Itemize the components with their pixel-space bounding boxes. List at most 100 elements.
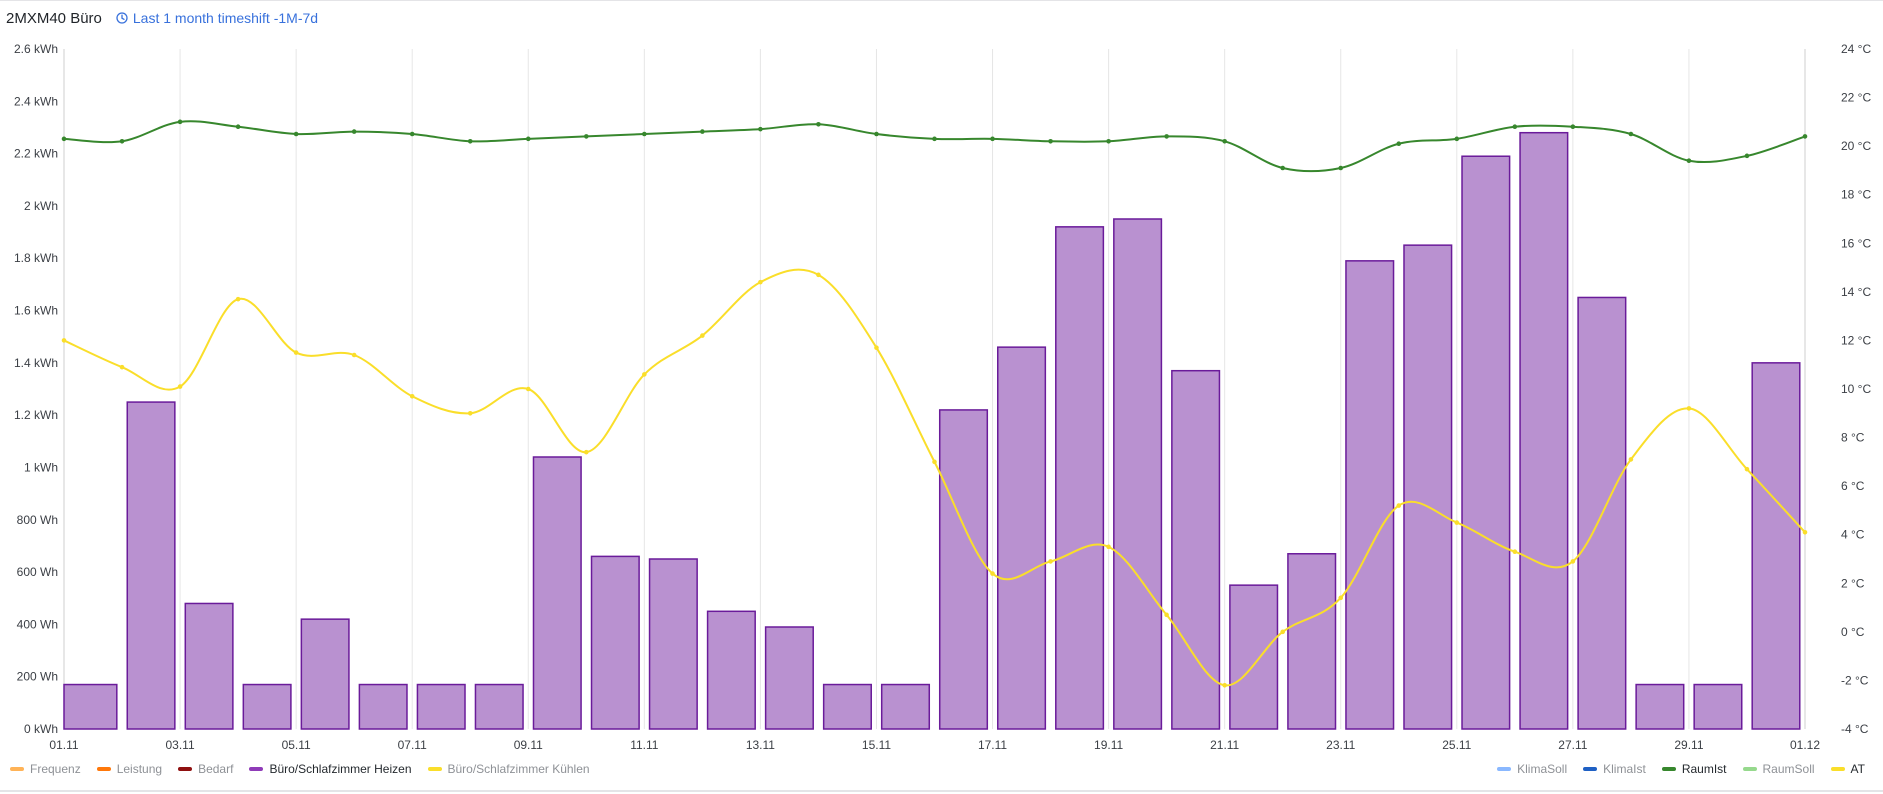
bar-heizen[interactable] — [1287, 553, 1337, 730]
point-raumist[interactable] — [1628, 131, 1634, 137]
point-at[interactable] — [1628, 457, 1634, 462]
point-raumist[interactable] — [1164, 134, 1169, 139]
legend-item[interactable]: KlimaIst — [1583, 762, 1646, 776]
bar-heizen[interactable] — [1345, 260, 1395, 730]
point-at[interactable] — [1512, 549, 1518, 555]
point-at[interactable] — [293, 350, 299, 355]
point-at[interactable] — [1164, 612, 1169, 618]
bar-heizen[interactable] — [648, 558, 698, 730]
point-raumist[interactable] — [1106, 138, 1111, 144]
bar-heizen[interactable] — [1229, 584, 1279, 730]
point-raumist[interactable] — [990, 136, 995, 142]
point-at[interactable] — [177, 384, 183, 389]
legend-item[interactable]: Büro/Schlafzimmer Heizen — [249, 762, 412, 776]
point-at[interactable] — [119, 364, 125, 370]
point-at[interactable] — [1048, 559, 1053, 564]
legend-item[interactable]: RaumIst — [1661, 762, 1727, 776]
bar-heizen[interactable] — [474, 683, 524, 730]
point-at[interactable] — [1106, 544, 1111, 550]
bar-heizen[interactable] — [1171, 369, 1221, 730]
point-at[interactable] — [525, 386, 531, 392]
point-raumist[interactable] — [1222, 138, 1227, 144]
point-at[interactable] — [409, 393, 415, 399]
bar-heizen[interactable] — [1519, 131, 1569, 730]
bar-heizen[interactable] — [416, 683, 466, 730]
legend-item[interactable]: KlimaSoll — [1497, 762, 1567, 776]
point-raumist[interactable] — [1512, 124, 1518, 130]
point-at[interactable] — [61, 338, 67, 343]
legend-item[interactable]: Leistung — [96, 762, 162, 776]
point-raumist[interactable] — [177, 119, 183, 125]
point-at[interactable] — [758, 279, 763, 285]
point-at[interactable] — [1396, 503, 1402, 508]
point-at[interactable] — [467, 410, 473, 416]
bar-heizen[interactable] — [63, 683, 118, 730]
legend-item[interactable]: Frequenz — [10, 762, 81, 776]
point-raumist[interactable] — [61, 136, 67, 142]
point-raumist[interactable] — [1744, 153, 1750, 159]
bar-heizen[interactable] — [126, 401, 176, 730]
point-at[interactable] — [1222, 682, 1227, 688]
bar-heizen[interactable] — [1635, 683, 1685, 730]
bar-heizen[interactable] — [1113, 218, 1163, 730]
bar-heizen[interactable] — [997, 346, 1047, 730]
point-raumist[interactable] — [700, 129, 705, 134]
point-at[interactable] — [816, 272, 821, 278]
point-raumist[interactable] — [584, 134, 589, 139]
point-raumist[interactable] — [1802, 134, 1808, 139]
point-at[interactable] — [1686, 406, 1692, 411]
point-raumist[interactable] — [1338, 165, 1344, 171]
point-at[interactable] — [1338, 595, 1344, 601]
bar-heizen[interactable] — [184, 602, 234, 730]
legend-item[interactable]: Büro/Schlafzimmer Kühlen — [427, 762, 590, 776]
point-at[interactable] — [700, 333, 705, 338]
bar-heizen[interactable] — [1461, 155, 1511, 730]
point-at[interactable] — [1802, 529, 1808, 535]
point-at[interactable] — [932, 459, 937, 465]
point-raumist[interactable] — [1454, 136, 1460, 142]
point-raumist[interactable] — [235, 124, 241, 130]
bar-heizen[interactable] — [764, 626, 814, 730]
point-at[interactable] — [874, 345, 879, 351]
bar-heizen[interactable] — [880, 683, 931, 730]
point-raumist[interactable] — [351, 129, 357, 134]
legend-item[interactable]: RaumSoll — [1742, 762, 1815, 776]
bar-heizen[interactable] — [358, 683, 408, 730]
bar-heizen[interactable] — [1403, 244, 1453, 730]
point-at[interactable] — [990, 571, 995, 576]
bar-heizen[interactable] — [242, 683, 292, 730]
point-at[interactable] — [235, 296, 241, 302]
bar-heizen[interactable] — [938, 409, 989, 730]
point-at[interactable] — [1744, 466, 1750, 472]
point-at[interactable] — [1570, 559, 1576, 564]
point-raumist[interactable] — [525, 136, 531, 142]
bar-heizen[interactable] — [300, 618, 350, 730]
bar-heizen[interactable] — [1055, 226, 1105, 730]
bar-heizen[interactable] — [1751, 362, 1801, 730]
point-at[interactable] — [1454, 520, 1460, 525]
point-at[interactable] — [642, 372, 647, 377]
bar-heizen[interactable] — [532, 456, 582, 730]
point-raumist[interactable] — [1570, 124, 1576, 130]
point-raumist[interactable] — [1396, 141, 1402, 147]
bar-heizen[interactable] — [706, 610, 756, 730]
point-at[interactable] — [584, 449, 589, 455]
bar-heizen[interactable] — [1693, 683, 1743, 730]
point-raumist[interactable] — [1280, 165, 1285, 171]
point-at[interactable] — [351, 352, 357, 358]
point-raumist[interactable] — [467, 138, 473, 144]
point-raumist[interactable] — [932, 136, 937, 142]
point-raumist[interactable] — [874, 131, 879, 137]
point-raumist[interactable] — [816, 121, 821, 127]
point-raumist[interactable] — [1686, 158, 1692, 164]
line-at[interactable] — [63, 268, 1806, 687]
bar-heizen[interactable] — [590, 555, 640, 730]
point-raumist[interactable] — [293, 131, 299, 137]
legend-item[interactable]: AT — [1830, 762, 1865, 776]
timeshift-indicator[interactable]: Last 1 month timeshift -1M-7d — [116, 10, 318, 26]
legend-item[interactable]: Bedarf — [178, 762, 233, 776]
bar-heizen[interactable] — [822, 683, 872, 730]
point-raumist[interactable] — [758, 126, 763, 132]
point-raumist[interactable] — [119, 138, 125, 144]
